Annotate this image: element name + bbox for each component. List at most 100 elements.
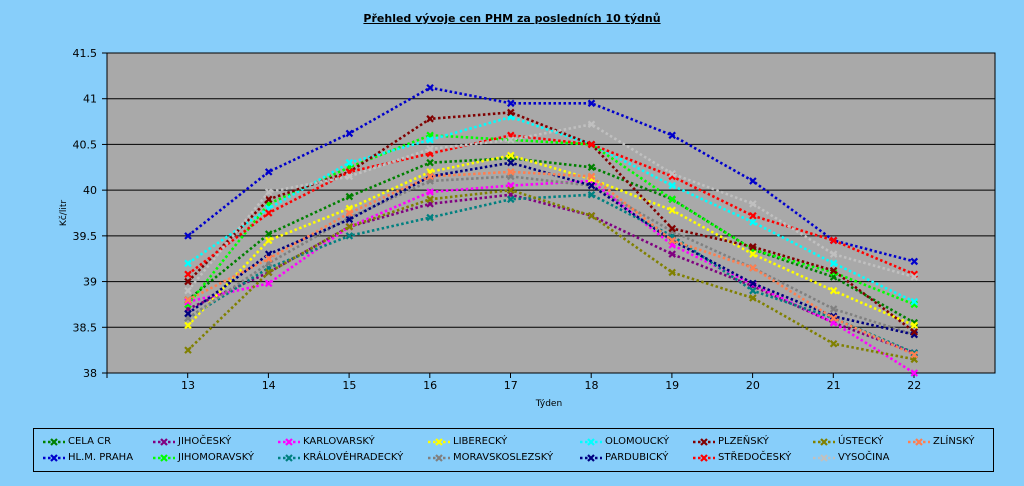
y-tick-label: 40.5 [73,138,98,151]
legend-label: ZLÍNSKÝ [933,436,975,447]
data-point [184,270,192,279]
data-point [345,215,354,224]
data-point [426,136,434,144]
data-point [426,172,434,181]
data-point [345,129,354,138]
legend-marker [820,438,828,446]
legend-swatch [278,438,300,446]
data-point [507,195,515,204]
legend-label: CELA CR [68,436,112,447]
data-point [668,181,676,190]
legend-marker [700,454,708,462]
legend-marker [435,454,443,462]
series-line [187,193,915,355]
data-point [507,108,515,117]
data-point [668,236,676,245]
data-point [749,243,757,251]
data-point [507,158,515,167]
data-point [829,266,838,275]
data-point [264,168,273,176]
legend-swatch [580,438,602,446]
data-point [184,277,192,286]
x-tick-label: 21 [827,379,841,392]
legend-label: JIHOMORAVSKÝ [178,452,255,463]
legend-label: PARDUBICKÝ [605,452,669,463]
series-line [187,115,915,303]
legend-label: OLOMOUCKÝ [605,436,670,447]
legend-label: LIBERECKÝ [453,436,508,447]
data-point [426,145,434,153]
data-point [264,188,273,196]
data-point [910,273,919,281]
series-line [187,170,915,356]
x-tick-label: 19 [665,379,679,392]
legend-swatch [43,438,65,446]
legend-marker [160,454,168,462]
legend-swatch [908,438,930,446]
legend-swatch [580,454,602,462]
legend-label: MORAVSKOSLEZSKÝ [453,452,554,463]
data-point [910,369,919,377]
data-point [264,268,273,277]
data-point [426,195,434,204]
data-point [587,172,596,181]
legend-swatch [693,438,715,446]
data-point [507,136,515,144]
data-point [829,259,838,268]
data-point [668,206,676,215]
data-point [587,99,596,108]
legend-label: PLZEŇSKÝ [718,436,769,447]
data-point [749,279,757,288]
data-point [264,209,273,217]
x-tick-label: 16 [423,379,437,392]
data-point [345,172,354,181]
chart-legend: CELA CR HL.M. PRAHA JIHOČESKÝ JIHOMORAVSKÝ K… [33,428,994,472]
series-13 [184,120,919,295]
legend-marker [160,438,168,446]
x-tick-label: 15 [342,379,356,392]
legend-swatch [813,454,835,462]
data-point [345,222,354,231]
data-point [184,321,192,330]
legend-swatch [428,438,450,446]
legend-marker [435,438,443,446]
data-point [749,286,757,295]
data-point [749,211,757,220]
data-point [829,339,838,348]
x-tick-label: 13 [181,379,195,392]
legend-label: JIHOČESKÝ [178,436,232,447]
data-point [426,188,434,196]
series-line [186,122,915,292]
data-point [749,200,757,208]
legend-swatch [428,454,450,462]
data-point [264,195,273,204]
data-point [426,213,434,222]
y-tick-label: 41.5 [73,47,98,60]
legend-swatch [813,438,835,446]
data-point [829,250,838,258]
data-point [668,169,676,178]
data-point [507,168,515,176]
y-axis-label: Kč/litr [58,200,69,226]
data-point [345,209,354,217]
data-point [426,115,434,123]
legend-marker [285,454,293,462]
data-point [184,346,192,354]
legend-label: KARLOVARSKÝ [303,436,375,447]
data-point [184,259,192,268]
x-tick-label: 18 [585,379,599,392]
data-point [264,254,273,263]
data-point [184,286,192,295]
data-point [829,314,838,322]
data-point [829,286,838,295]
x-tick-label: 17 [504,379,518,392]
data-point [668,250,676,258]
legend-swatch [278,454,300,462]
data-point [749,264,757,272]
data-point [668,131,676,140]
data-point [829,305,838,313]
legend-marker [285,438,293,446]
data-point [749,294,757,302]
legend-marker [700,438,708,446]
